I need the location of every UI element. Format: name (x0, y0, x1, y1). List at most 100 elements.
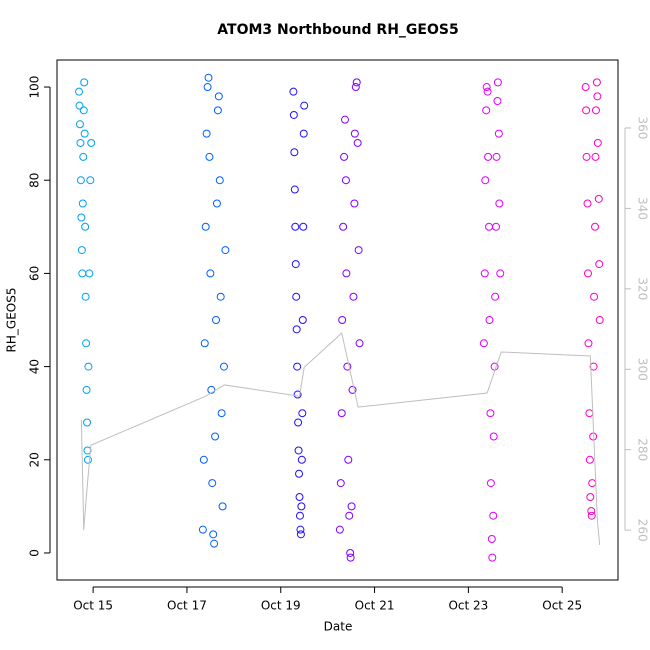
point (341, 115, 350, 124)
point (296, 525, 305, 534)
point (493, 78, 502, 87)
point (79, 106, 88, 115)
point (483, 87, 492, 96)
point (202, 129, 211, 138)
point (295, 493, 304, 502)
point (350, 199, 359, 208)
point (291, 222, 300, 231)
x-tick-label: Oct 17 (167, 599, 207, 613)
point (595, 260, 604, 269)
point (586, 493, 595, 502)
plot-frame (56, 59, 619, 581)
point (208, 479, 217, 488)
point (219, 362, 228, 371)
point (341, 176, 350, 185)
point (588, 479, 597, 488)
point (214, 92, 223, 101)
point (347, 502, 356, 511)
point (354, 246, 363, 255)
point (201, 222, 210, 231)
point (352, 78, 361, 87)
point (298, 409, 307, 418)
point (587, 511, 596, 520)
y-tick-label: 80 (28, 173, 42, 188)
point (346, 548, 355, 557)
point (491, 292, 500, 301)
point (591, 152, 600, 161)
point (492, 152, 501, 161)
line (80, 332, 601, 546)
point (343, 362, 352, 371)
point (339, 222, 348, 231)
y-tick-label: 100 (28, 76, 42, 99)
point (83, 446, 92, 455)
point (479, 339, 488, 348)
x-tick-label: Oct 19 (261, 599, 301, 613)
point (582, 106, 591, 115)
point (217, 409, 226, 418)
point (353, 138, 362, 147)
point (585, 455, 594, 464)
point (80, 78, 89, 87)
point (290, 148, 299, 157)
point (200, 339, 209, 348)
point (482, 83, 491, 92)
point (80, 129, 89, 138)
point (335, 525, 344, 534)
point (198, 525, 207, 534)
point (489, 511, 498, 520)
point (82, 339, 91, 348)
point (205, 152, 214, 161)
point (495, 199, 504, 208)
x-tick-label: Oct 25 (542, 599, 582, 613)
point (493, 97, 502, 106)
point (206, 269, 215, 278)
point (340, 152, 349, 161)
x-tick-label: Oct 21 (355, 599, 395, 613)
point (292, 292, 301, 301)
point (481, 176, 490, 185)
point (486, 409, 495, 418)
point (355, 339, 364, 348)
point (299, 129, 308, 138)
y-tick-label: 40 (28, 359, 42, 374)
point (492, 222, 501, 231)
point (296, 530, 305, 539)
point (218, 502, 227, 511)
point (482, 106, 491, 115)
point (496, 269, 505, 278)
point (297, 455, 306, 464)
point (78, 199, 87, 208)
point (75, 101, 84, 110)
point (210, 539, 219, 548)
point (75, 87, 84, 96)
chart-title: ATOM3 Northbound RH_GEOS5 (217, 22, 458, 38)
x-tick-label: Oct 23 (448, 599, 488, 613)
point (289, 110, 298, 119)
point (221, 246, 230, 255)
y2-tick-label: 320 (636, 277, 650, 300)
y-tick-label: 60 (28, 266, 42, 281)
point (336, 479, 345, 488)
point (591, 106, 600, 115)
point (212, 199, 221, 208)
point (81, 292, 90, 301)
y-axis-label: RH_GEOS5 (5, 288, 19, 353)
point (581, 83, 590, 92)
point (87, 138, 96, 147)
point (204, 73, 213, 82)
point (589, 432, 598, 441)
point (584, 339, 593, 348)
point (293, 362, 302, 371)
point (294, 446, 303, 455)
point (349, 292, 358, 301)
point (84, 362, 93, 371)
point (295, 511, 304, 520)
point (291, 260, 300, 269)
point (199, 455, 208, 464)
point (293, 390, 302, 399)
point (211, 432, 220, 441)
point (487, 534, 496, 543)
y2-tick-label: 340 (636, 197, 650, 220)
point (294, 418, 303, 427)
